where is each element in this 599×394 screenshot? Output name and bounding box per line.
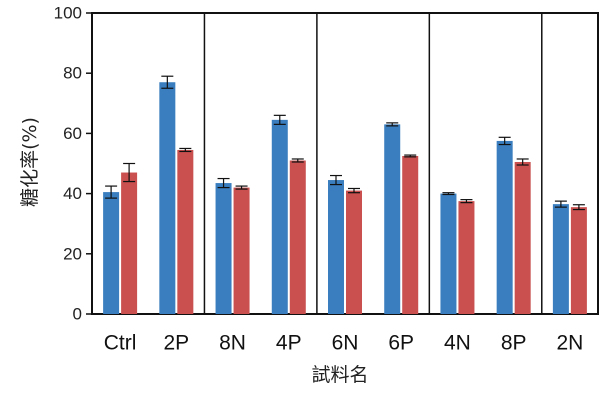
- error-bars: [105, 75, 585, 211]
- y-axis-label: 糖化率(%): [19, 117, 41, 207]
- bar: [346, 190, 362, 314]
- bar: [384, 124, 401, 315]
- bar: [121, 172, 138, 314]
- y-tick-label: 60: [63, 124, 82, 143]
- bar: [289, 160, 306, 314]
- y-tick-label: 0: [73, 305, 82, 324]
- bar: [271, 119, 288, 314]
- x-tick-label: 4N: [444, 332, 471, 355]
- bar: [215, 183, 232, 314]
- bar: [159, 82, 176, 314]
- x-tick-label: 8N: [219, 332, 246, 355]
- y-tick-label: 100: [54, 4, 82, 23]
- plot-border: [91, 12, 599, 315]
- bar: [458, 201, 475, 314]
- bar: [103, 192, 120, 314]
- x-axis-label: 試料名: [311, 364, 368, 386]
- plot-area: [91, 12, 599, 315]
- x-tick-label: 6P: [388, 332, 414, 355]
- x-tick-label: 8P: [501, 332, 527, 355]
- bar: [514, 161, 531, 314]
- x-tick-label: 4P: [276, 332, 302, 355]
- bar: [233, 187, 250, 314]
- x-tick-label: Ctrl: [104, 332, 137, 355]
- bar: [570, 207, 587, 314]
- y-tick-label: 80: [63, 64, 82, 83]
- group-separators: [203, 13, 543, 314]
- bar: [552, 204, 569, 314]
- x-tick-label: 2N: [556, 332, 583, 355]
- x-axis: Ctrl 2P 8N 4P 6N 6P 4N 8P 2N: [104, 332, 584, 355]
- bar: [496, 140, 513, 314]
- bars: [103, 82, 587, 315]
- bar: [177, 149, 194, 314]
- bar: [328, 180, 344, 314]
- y-tick-label: 40: [63, 184, 82, 203]
- y-tick-label: 20: [63, 244, 82, 263]
- y-axis: 0 20 40 60 80 100: [54, 4, 92, 324]
- bar: [402, 155, 419, 314]
- bar: [440, 193, 457, 314]
- x-tick-label: 6N: [332, 332, 359, 355]
- x-tick-label: 2P: [163, 332, 189, 355]
